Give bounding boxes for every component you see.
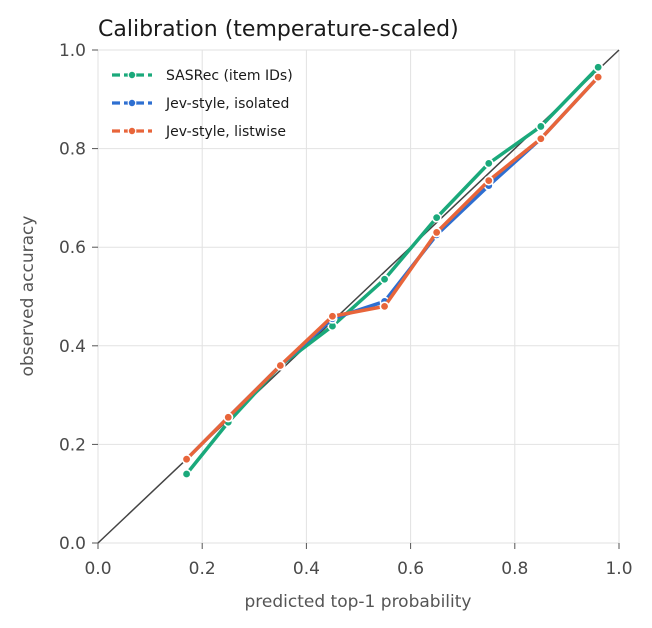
data-point <box>535 121 546 132</box>
series-group <box>181 62 604 479</box>
y-axis-label: observed accuracy <box>18 216 38 377</box>
x-tick-label: 0.8 <box>501 559 528 579</box>
x-tick-label: 0.2 <box>189 559 216 579</box>
legend-swatch-marker <box>127 126 137 136</box>
data-point <box>483 175 494 186</box>
legend-item: Jev-style, isolated <box>112 96 289 112</box>
x-tick-label: 0.0 <box>84 559 111 579</box>
data-point <box>379 301 390 312</box>
y-tick-label: 0.0 <box>59 534 86 554</box>
data-point <box>379 274 390 285</box>
data-point <box>431 212 442 223</box>
data-point <box>593 62 604 73</box>
x-axis-label: predicted top-1 probability <box>245 592 472 612</box>
legend-label: Jev-style, listwise <box>165 124 286 140</box>
y-tick-label: 0.4 <box>59 337 86 357</box>
x-tick-label: 0.4 <box>293 559 320 579</box>
legend: SASRec (item IDs) Jev-style, isolated Jev-… <box>112 68 293 140</box>
data-point <box>483 158 494 169</box>
data-point <box>593 72 604 83</box>
legend-label: Jev-style, isolated <box>165 96 289 112</box>
legend-swatch-marker <box>127 70 137 80</box>
data-point <box>181 454 192 465</box>
legend-label: SASRec (item IDs) <box>166 68 293 84</box>
data-point <box>223 412 234 423</box>
axes: 0.0 0.2 0.4 0.6 0.8 1.0 0.0 0.2 0.4 0.6 0.8 1.0 <box>59 41 633 579</box>
legend-item: SASRec (item IDs) <box>112 68 293 84</box>
y-tick-label: 0.2 <box>59 435 86 455</box>
data-point <box>431 227 442 238</box>
x-tick-label: 1.0 <box>605 559 632 579</box>
y-tick-label: 0.8 <box>59 140 86 160</box>
legend-item: Jev-style, listwise <box>112 124 286 140</box>
series-2 <box>181 72 604 465</box>
legend-swatch-marker <box>127 98 137 108</box>
data-point <box>535 133 546 144</box>
data-point <box>275 360 286 371</box>
grid <box>97 49 620 544</box>
chart-title: Calibration (temperature-scaled) <box>98 17 459 42</box>
data-point <box>327 311 338 322</box>
x-tick-label: 0.6 <box>397 559 424 579</box>
y-tick-label: 0.6 <box>59 238 86 258</box>
data-point <box>181 468 192 479</box>
y-tick-label: 1.0 <box>59 41 86 61</box>
